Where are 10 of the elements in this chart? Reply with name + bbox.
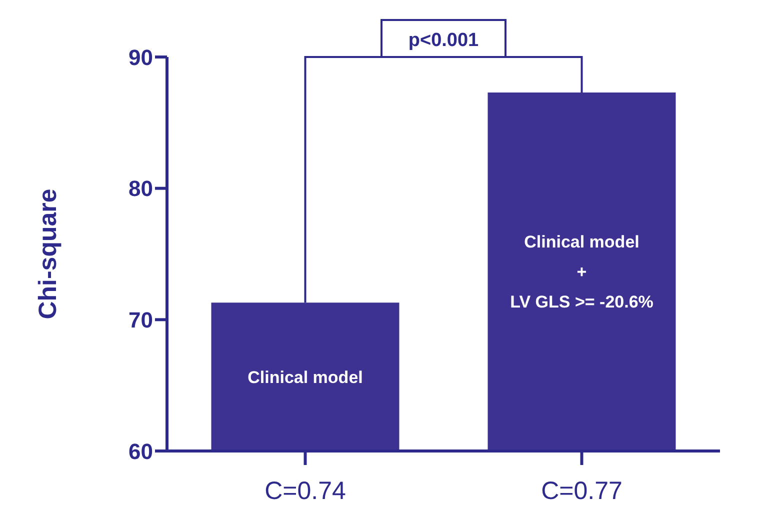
y-tick-label: 90	[128, 44, 153, 70]
y-tick-label: 70	[128, 307, 153, 332]
annotation: Clinical model + LV GLS >= -20.6%	[510, 232, 654, 312]
annotation: Clinical model	[248, 368, 363, 387]
x-tick-label: C=0.74	[264, 476, 346, 505]
y-tick-label: 60	[128, 438, 153, 464]
text: p<0.001	[408, 30, 480, 51]
y-axis-title: Chi-square	[34, 188, 62, 320]
x-tick-label: C=0.77	[541, 476, 622, 505]
y-tick-label: 80	[128, 176, 153, 202]
